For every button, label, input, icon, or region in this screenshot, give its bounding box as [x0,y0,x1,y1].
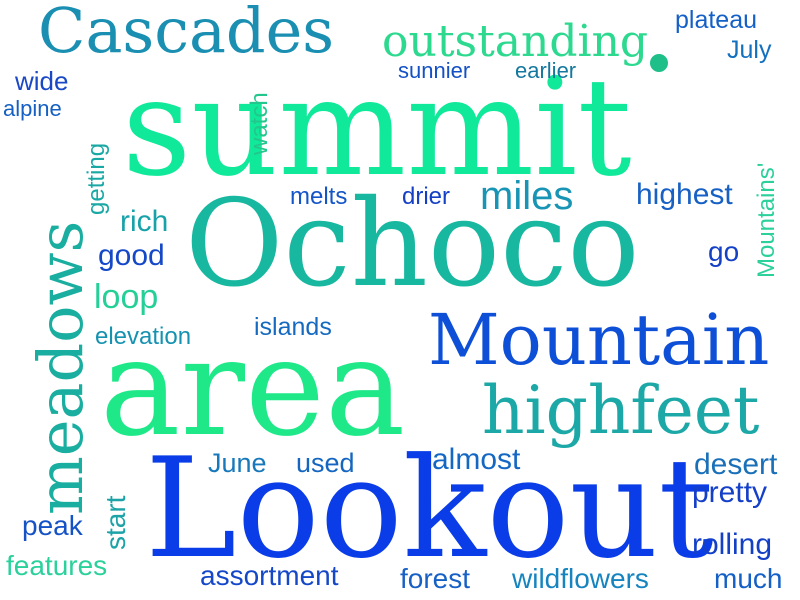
word-plateau: plateau [675,6,758,34]
word-alpine: alpine [3,96,62,121]
word-july: July [727,36,772,64]
word-forest: forest [400,563,471,594]
word-rolling: rolling [692,528,773,561]
word-ochoco: Ochoco [185,175,640,314]
word-almost: almost [432,443,521,476]
word-lookout: Lookout [145,428,714,589]
word-wildflowers: wildflowers [512,563,649,594]
word-wide: wide [15,66,69,96]
word-highest: highest [636,178,733,211]
word-much: much [714,563,783,594]
word-miles: miles [480,174,574,218]
word-used: used [296,448,355,478]
word-go: go [708,236,740,267]
word-mountains: Mountains' [753,162,780,278]
word-loop: loop [94,278,159,316]
word-summit: summit [122,49,632,206]
word-elevation: elevation [95,323,192,350]
decorative-dot [650,54,668,72]
word-june: June [208,448,267,478]
word-watch: watch [246,92,273,155]
word-rich: rich [120,205,169,238]
word-drier: drier [402,183,451,210]
word-mountain: Mountain [428,299,770,381]
word-peak: peak [22,510,83,541]
word-desert: desert [694,448,778,481]
word-getting: getting [83,142,110,215]
word-good: good [98,239,165,272]
word-area: area [100,309,406,466]
word-start: start [100,495,131,550]
word-meadows: meadows [24,220,97,515]
word-features: features [6,550,108,581]
word-assortment: assortment [200,560,339,591]
word-melts: melts [290,183,348,210]
word-cascades: Cascades [38,0,335,67]
word-pretty: pretty [692,476,768,509]
word-sunnier: sunnier [398,58,471,83]
word-highfeet: highfeet [482,372,760,449]
word-earlier: earlier [515,58,577,83]
word-islands: islands [254,313,332,341]
word-outstanding: outstanding [382,16,649,67]
